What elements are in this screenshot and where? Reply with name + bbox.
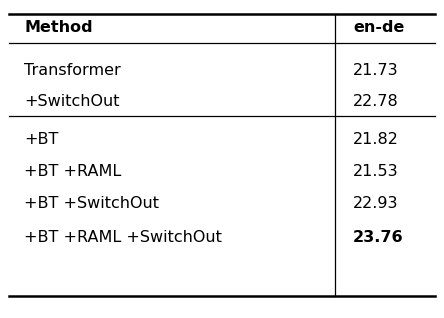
Text: Method: Method: [24, 20, 93, 36]
Text: +BT +SwitchOut: +BT +SwitchOut: [24, 196, 159, 211]
Text: 22.93: 22.93: [353, 196, 398, 211]
Text: Transformer: Transformer: [24, 63, 121, 78]
Text: 22.78: 22.78: [353, 93, 399, 109]
Text: 21.82: 21.82: [353, 132, 399, 148]
Text: en-de: en-de: [353, 20, 404, 36]
Text: 23.76: 23.76: [353, 230, 404, 245]
Text: +BT: +BT: [24, 132, 59, 148]
Text: 21.53: 21.53: [353, 163, 399, 179]
Text: 21.73: 21.73: [353, 63, 399, 78]
Text: +SwitchOut: +SwitchOut: [24, 93, 120, 109]
Text: +BT +RAML: +BT +RAML: [24, 163, 122, 179]
Text: +BT +RAML +SwitchOut: +BT +RAML +SwitchOut: [24, 230, 222, 245]
